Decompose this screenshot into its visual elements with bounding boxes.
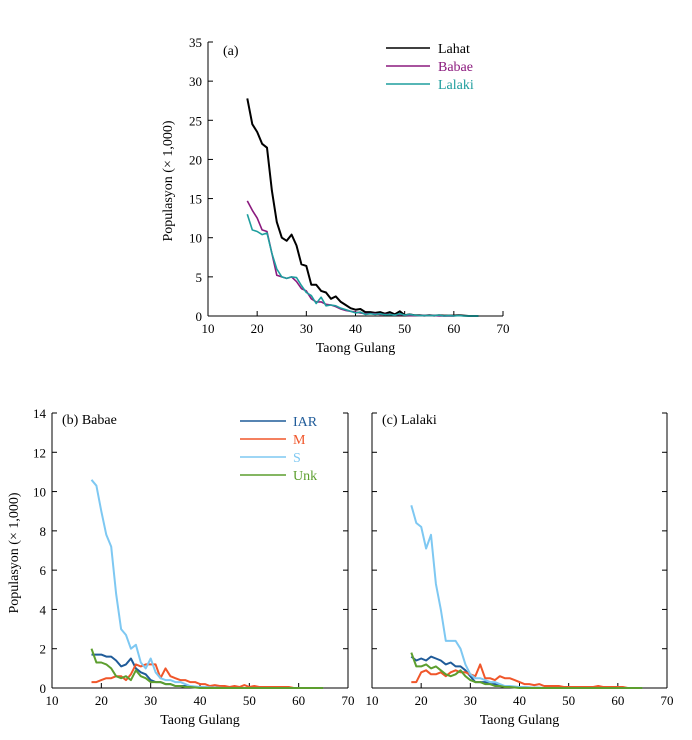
y-tick-label: 0 xyxy=(40,681,47,696)
chart-panel-b: 10 20 30 40 50 60 70 0 2 4 6 8 10 12 14 Taong Gulang Pop… xyxy=(7,406,355,728)
x-tick-label: 30 xyxy=(464,693,477,708)
legend-label-s: S xyxy=(293,451,301,466)
x-tick-label: 60 xyxy=(292,693,305,708)
x-tick-label: 20 xyxy=(95,693,108,708)
series-line-lahat xyxy=(246,98,479,317)
x-tick-label: 30 xyxy=(144,693,157,708)
y-tick-label: 2 xyxy=(40,642,47,657)
series-line-s xyxy=(90,479,324,689)
legend: IAR MS Unk xyxy=(240,415,318,484)
y-tick-label: 14 xyxy=(33,406,47,421)
x-tick-label: 70 xyxy=(661,693,674,708)
legend: Lahat Babae Lalaki xyxy=(386,42,474,93)
x-tick-label: 10 xyxy=(46,693,59,708)
y-axis-title: Populasyon (× 1,000) xyxy=(7,492,22,613)
y-tick-label: 20 xyxy=(189,152,202,167)
y-tick-label: 8 xyxy=(40,524,47,539)
x-tick-label: 10 xyxy=(366,693,379,708)
legend-label-babae: Babae xyxy=(438,60,473,75)
y-tick-label: 6 xyxy=(40,563,47,578)
y-tick-label: 4 xyxy=(40,602,47,617)
series-line-unk xyxy=(90,648,324,689)
x-tick-label: 40 xyxy=(349,321,362,336)
x-tick-label: 40 xyxy=(513,693,526,708)
y-tick-label: 0 xyxy=(196,309,203,324)
x-tick-label: 30 xyxy=(300,321,313,336)
y-tick-label: 15 xyxy=(189,192,202,207)
x-tick-label: 60 xyxy=(447,321,460,336)
y-tick-label: 10 xyxy=(189,231,202,246)
x-axis-title: Taong Gulang xyxy=(316,341,396,356)
y-tick-label: 35 xyxy=(189,35,202,50)
x-tick-label: 40 xyxy=(194,693,207,708)
panel-label: (b) Babae xyxy=(62,413,117,428)
x-tick-label: 50 xyxy=(562,693,575,708)
chart-panel-c: 10 20 30 40 50 60 70 Taong Gulang (c) Lalaki xyxy=(366,412,674,728)
legend-label-lahat: Lahat xyxy=(438,42,470,57)
y-tick-label: 30 xyxy=(189,74,202,89)
x-tick-label: 20 xyxy=(415,693,428,708)
x-tick-label: 70 xyxy=(497,321,510,336)
legend-label-iar: IAR xyxy=(293,415,318,430)
x-axis-title: Taong Gulang xyxy=(160,713,240,728)
x-tick-label: 20 xyxy=(251,321,264,336)
panel-label: (c) Lalaki xyxy=(382,413,437,428)
series-line-babae xyxy=(246,200,454,317)
y-tick-label: 10 xyxy=(33,485,46,500)
x-axis-title: Taong Gulang xyxy=(480,713,560,728)
y-axis-title: Populasyon (× 1,000) xyxy=(161,120,176,241)
series-line-unk xyxy=(410,652,643,689)
y-tick-label: 25 xyxy=(189,113,202,128)
legend-label-lalaki: Lalaki xyxy=(438,78,474,93)
legend-label-unk: Unk xyxy=(293,469,317,484)
chart-panel-a: 10 20 30 40 50 60 70 0 5 10 15 20 25 30 35 Taong Gulang… xyxy=(161,35,510,356)
legend-label-m: M xyxy=(293,433,306,448)
x-tick-label: 10 xyxy=(202,321,215,336)
y-tick-label: 5 xyxy=(196,270,203,285)
x-tick-label: 50 xyxy=(398,321,411,336)
series-line-lalaki xyxy=(246,213,479,317)
x-tick-label: 60 xyxy=(611,693,624,708)
series-line-m xyxy=(411,663,643,689)
x-tick-label: 70 xyxy=(342,693,355,708)
y-tick-label: 12 xyxy=(33,445,46,460)
x-tick-label: 50 xyxy=(243,693,256,708)
series-line-s xyxy=(410,505,643,689)
series-line-iar xyxy=(91,653,324,689)
panel-label: (a) xyxy=(223,44,239,59)
